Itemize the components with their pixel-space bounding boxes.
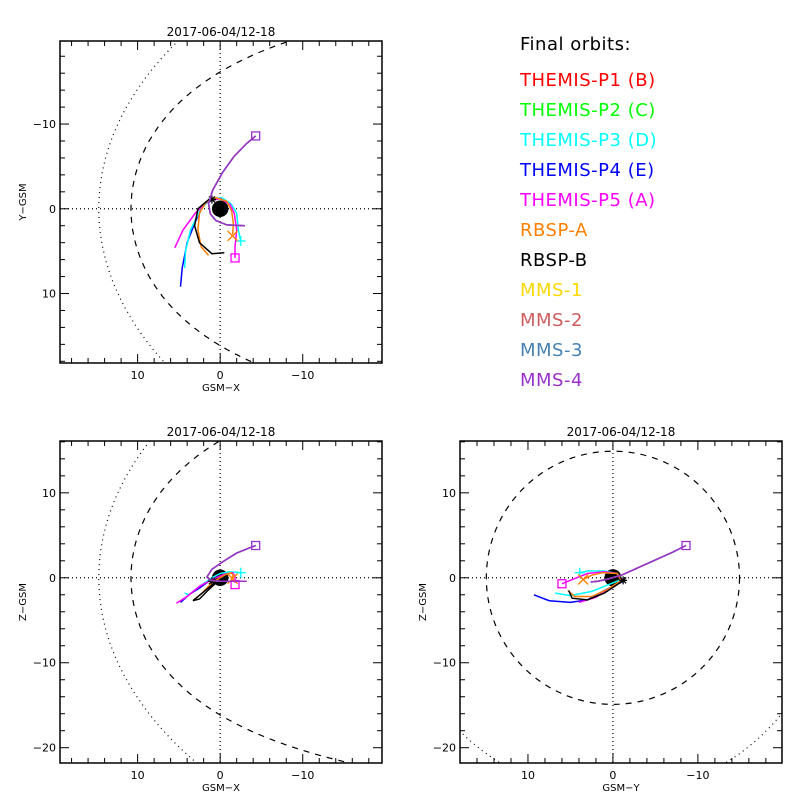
marker-rbsp-a xyxy=(227,230,239,242)
y-tick-label: 10 xyxy=(42,288,56,301)
plot-frame xyxy=(59,440,383,764)
y-tick-label: 0 xyxy=(49,572,56,585)
panel-xz-plane: 10 0 −10 10 0 −10 −20 2017-06-04/12-18 GSM−X Z−GS… xyxy=(18,425,383,794)
marker-mms-4 xyxy=(681,540,691,551)
magnetopause xyxy=(485,450,741,705)
y-tick-label: −10 xyxy=(433,657,456,670)
marker-rbsp-b xyxy=(619,576,628,585)
x-tick-label: 0 xyxy=(217,369,224,382)
legend: Final orbits: THEMIS-P1 (B) THEMIS-P2 (C)… xyxy=(520,30,657,396)
magnetopause xyxy=(130,41,292,363)
plot-frame xyxy=(459,440,783,764)
y-tick-label: −20 xyxy=(433,742,456,755)
bow-shock xyxy=(98,41,179,363)
x-tick-label: −10 xyxy=(291,369,314,382)
legend-item: THEMIS-P5 (A) xyxy=(520,190,656,211)
x-tick-label: −10 xyxy=(291,769,314,782)
marker-rbsp-a xyxy=(577,574,589,585)
legend-item: MMS-4 xyxy=(520,370,583,391)
x-tick-label: 10 xyxy=(131,769,145,782)
orbit-mms-4 xyxy=(207,135,257,227)
plot-area xyxy=(60,41,382,363)
panel-yz-plane: 10 0 −10 10 0 −10 −20 2017-06-04/12-18 GSM−Y Z−GS… xyxy=(418,425,783,794)
y-tick-label: −10 xyxy=(33,118,56,131)
panel-xy-plane: 10 0 −10 −10 0 10 2017-06-04/12-18 GSM−X Y−GSM xyxy=(18,25,383,394)
legend-item: MMS-1 xyxy=(520,280,583,301)
x-axis-label: GSM−X xyxy=(202,383,240,394)
x-axis-label: GSM−X xyxy=(202,783,240,794)
marker-themis-p3-d xyxy=(235,567,246,578)
plot-title: 2017-06-04/12-18 xyxy=(567,425,676,439)
marker-themis-p3-d xyxy=(235,235,246,246)
y-tick-label: −10 xyxy=(33,657,56,670)
orbit-mms-4 xyxy=(206,544,256,582)
plot-title: 2017-06-04/12-18 xyxy=(167,25,276,39)
legend-item: RBSP-B xyxy=(520,250,588,271)
legend-title: Final orbits: xyxy=(520,34,632,55)
marker-themis-p5-a xyxy=(230,253,240,263)
x-axis-label: GSM−Y xyxy=(602,783,640,794)
y-tick-label: −20 xyxy=(33,742,56,755)
marker-rbsp-a xyxy=(227,573,239,585)
y-tick-label: 10 xyxy=(442,487,456,500)
y-axis-label: Z−GSM xyxy=(18,583,29,621)
orbit-rbsp-b xyxy=(568,579,624,601)
magnetopause xyxy=(130,441,353,763)
legend-item: THEMIS-P3 (D) xyxy=(520,130,658,151)
marker-rbsp-b xyxy=(207,195,216,204)
legend-item: MMS-3 xyxy=(520,340,583,361)
plot-area xyxy=(460,441,782,763)
marker-mms-4 xyxy=(251,540,261,551)
plot-area xyxy=(60,441,382,763)
y-tick-label: 0 xyxy=(449,572,456,585)
x-tick-label: 10 xyxy=(521,769,535,782)
legend-item: THEMIS-P1 (B) xyxy=(520,70,656,91)
legend-item: MMS-2 xyxy=(520,310,583,331)
orbit-rbsp-b xyxy=(193,198,225,255)
orbit-themis-p5-a xyxy=(175,571,236,604)
marker-mms-4 xyxy=(251,131,261,141)
axis-ticks xyxy=(459,441,782,763)
marker-themis-p5-a xyxy=(557,579,567,589)
y-tick-label: 10 xyxy=(42,487,56,500)
earth xyxy=(211,200,229,218)
x-tick-label: 10 xyxy=(131,369,145,382)
legend-item: THEMIS-P2 (C) xyxy=(520,100,656,121)
x-tick-label: 0 xyxy=(217,769,224,782)
legend-items: THEMIS-P1 (B) THEMIS-P2 (C) THEMIS-P3 (D) T… xyxy=(520,66,657,396)
orbit-mms-4 xyxy=(590,544,687,583)
axis-ticks xyxy=(60,441,382,763)
y-axis-label: Y−GSM xyxy=(18,183,29,221)
x-tick-label: 0 xyxy=(609,769,616,782)
y-axis-label: Z−GSM xyxy=(418,583,429,621)
y-tick-label: 0 xyxy=(49,203,56,216)
plot-frame xyxy=(59,40,383,364)
x-tick-label: −10 xyxy=(686,769,709,782)
legend-item: THEMIS-P4 (E) xyxy=(520,160,655,181)
legend-item: RBSP-A xyxy=(520,220,588,241)
plot-title: 2017-06-04/12-18 xyxy=(167,425,276,439)
axis-ticks xyxy=(60,41,382,363)
